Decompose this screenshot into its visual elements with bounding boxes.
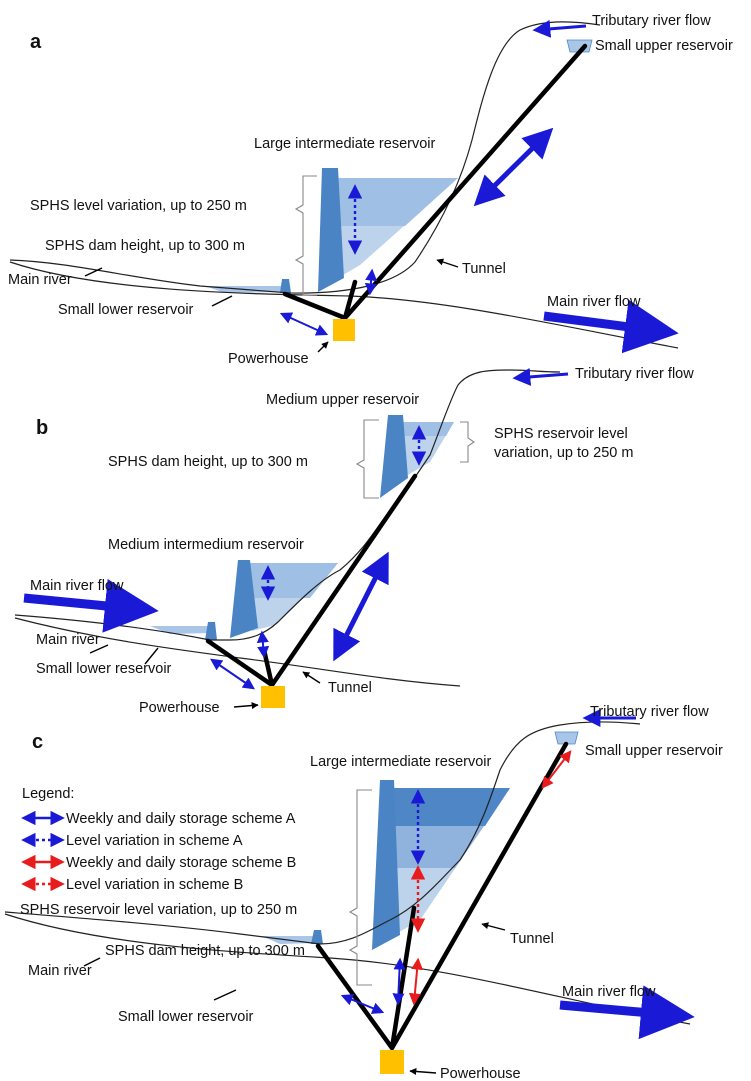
c-powerhouse-ptr [409,1067,437,1075]
b-intermediate-water-top [248,563,338,598]
b-main-flow-label: Main river flow [30,578,124,594]
b-dam-tunnel-arrow [256,630,270,659]
c-main-river-label: Main river [28,963,92,979]
a-powerhouse-label: Powerhouse [228,351,309,367]
a-lower-label: Small lower reservoir [58,302,194,318]
c-legend: Legend: Weekly and daily storage scheme … [21,786,296,893]
a-intermediate-label: Large intermediate reservoir [254,136,436,152]
c-lower-label: Small lower reservoir [118,1009,254,1025]
b-lower-dam [205,622,217,640]
panel-c-letter: c [32,731,43,753]
b-upper-dam [380,415,408,498]
b-lower-ptr [144,647,159,665]
c-tunnel-label: Tunnel [510,931,554,947]
a-intermediate-water-upper [338,178,458,226]
b-dam-height-label: SPHS dam height, up to 300 m [108,454,308,470]
legend-label-2: Weekly and daily storage scheme B [66,855,296,871]
panel-a: a Tributary river flow Small uppe [8,13,733,367]
a-powerhouse-ptr [317,341,329,353]
b-main-flow-arrow [23,578,159,633]
a-terrain-top [9,21,601,294]
c-powerhouse-icon [380,1050,404,1074]
c-main-flow-arrow [559,985,695,1040]
a-main-river-label: Main river [8,272,72,288]
c-tributary-label: Tributary river flow [590,704,709,720]
a-lower-arrow [279,312,329,336]
b-tunnel-ptr [302,671,321,684]
b-powerhouse-ptr [233,702,259,710]
c-main-river-ptr [83,957,101,967]
c-level-variation-label: SPHS reservoir level variation, up to 25… [20,902,297,918]
b-tunnel-label: Tunnel [328,680,372,696]
c-intermediate-label: Large intermediate reservoir [310,754,492,770]
c-upper-water [554,731,579,745]
legend-label-0: Weekly and daily storage scheme A [66,811,296,827]
b-tributary-arrow [512,367,569,386]
a-upper-label: Small upper reservoir [595,38,733,54]
c-main-dam [372,780,400,950]
a-main-flow-label: Main river flow [547,294,641,310]
c-left-brace [348,789,372,986]
a-upper-water [566,39,593,53]
a-tunnel-flow-arrow [473,127,554,207]
b-lower-label: Small lower reservoir [36,661,172,677]
panel-b-letter: b [36,417,48,439]
b-main-river-ptr [89,644,109,654]
a-tunnel-label: Tunnel [462,261,506,277]
legend-label-1: Level variation in scheme A [66,833,243,849]
b-lower-arrow [210,658,255,690]
a-dam-height-label: SPHS dam height, up to 300 m [45,238,245,254]
a-powerhouse-icon [333,319,355,341]
b-powerhouse-label: Powerhouse [139,700,220,716]
b-terrain-bottom [14,617,461,687]
b-tunnel-flow-arrow [333,551,389,662]
legend-label-3: Level variation in scheme B [66,877,243,893]
a-level-variation-label: SPHS level variation, up to 250 m [30,198,247,214]
b-level-variation-line1: SPHS reservoir level [494,426,628,442]
legend-title: Legend: [22,786,74,802]
a-tributary-label: Tributary river flow [592,13,711,29]
b-upper-label: Medium upper reservoir [266,392,419,408]
b-right-brace [460,421,475,463]
b-left-brace [355,419,379,499]
c-terrain-top [4,721,641,945]
panel-b: b Tributary river [14,366,694,716]
panel-a-letter: a [30,31,42,53]
c-terrain-bottom [4,913,691,1025]
a-lower-ptr [211,295,233,307]
a-main-flow-arrow [543,299,679,354]
a-tunnels [282,43,588,321]
c-intermediate-water-top [394,788,510,826]
a-main-river-ptr [84,267,103,277]
b-upper-water-top [403,422,454,436]
a-tunnel-ptr [436,258,459,268]
a-left-brace [294,175,317,296]
c-dam-tunnel-arrow-a [392,957,406,1006]
panel-c: c Legend: Weekly and da [4,704,723,1081]
a-lower-dam [280,279,291,293]
c-tunnel-ptr [481,922,506,931]
a-main-dam [318,168,344,292]
a-dam-tunnel-arrow [364,268,378,296]
b-powerhouse-icon [261,686,285,708]
c-dam-height-label: SPHS dam height, up to 300 m [105,943,305,959]
c-main-flow-label: Main river flow [562,984,656,1000]
b-tributary-label: Tributary river flow [575,366,694,382]
c-lower-ptr [213,989,237,1001]
c-tunnel-arrow-b [541,750,572,789]
b-level-variation-line2: variation, up to 250 m [494,445,633,461]
c-dam-tunnel-arrow-b [408,957,424,1006]
b-intermediate-dam [230,560,258,638]
c-lower-arrow [340,994,385,1014]
b-main-river-label: Main river [36,632,100,648]
b-lower-water [150,626,210,634]
c-lower-dam [311,930,323,944]
c-powerhouse-label: Powerhouse [440,1066,521,1081]
a-tributary-arrow [532,19,587,38]
c-upper-label: Small upper reservoir [585,743,723,759]
b-intermediate-label: Medium intermedium reservoir [108,537,304,553]
